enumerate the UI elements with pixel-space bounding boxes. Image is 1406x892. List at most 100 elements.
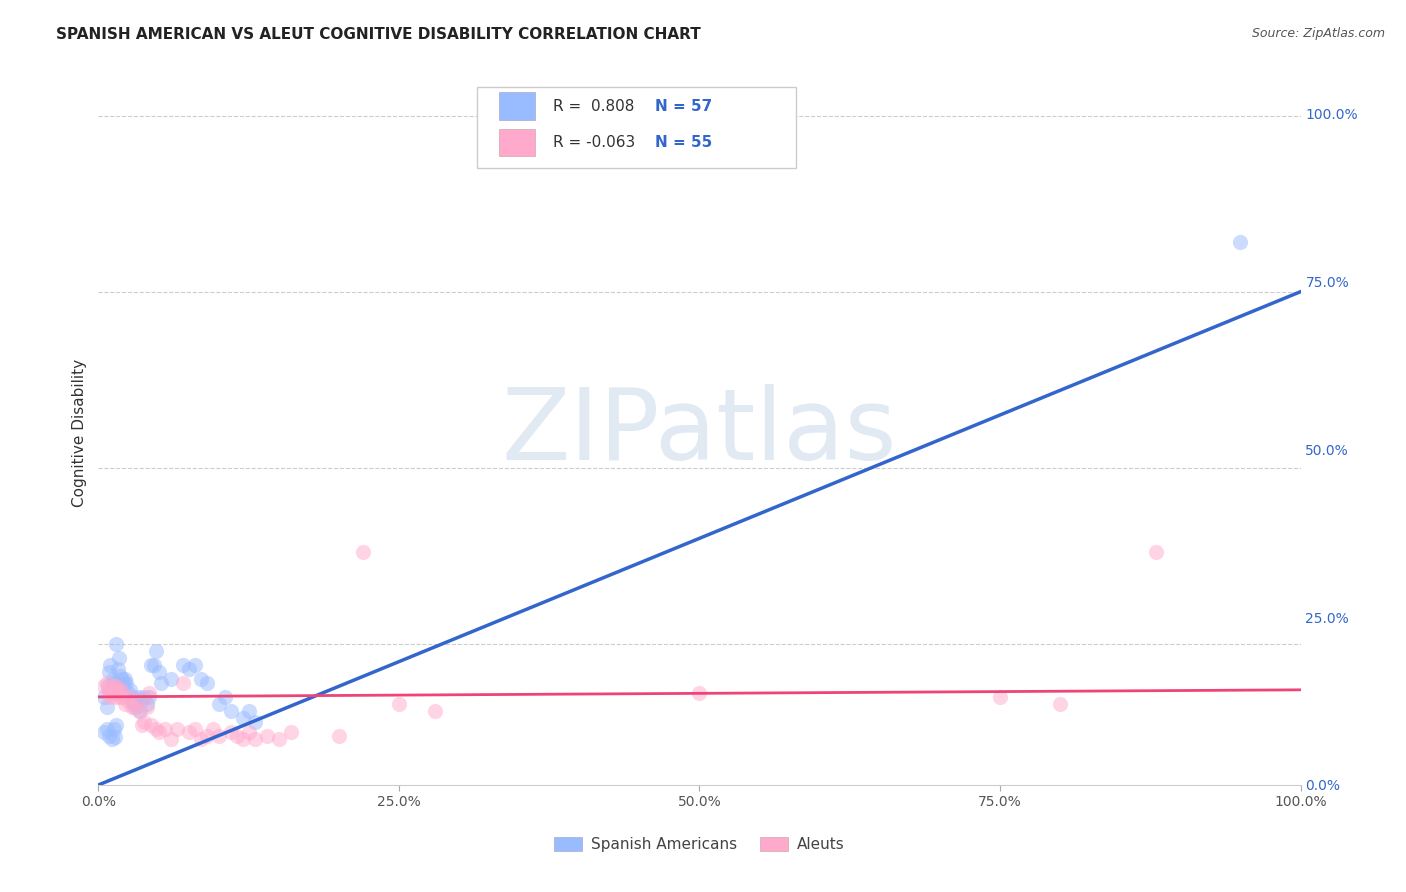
FancyBboxPatch shape (477, 87, 796, 169)
Point (135, 697, 157, 711)
Point (105, 637, 128, 651)
Point (1049, 697, 1071, 711)
Point (243, 714, 266, 729)
Text: ZIPatlas: ZIPatlas (502, 384, 897, 481)
Point (93, 725, 115, 739)
Point (159, 673, 181, 687)
Point (108, 651, 131, 665)
Point (141, 658, 163, 673)
Point (177, 662, 200, 676)
Point (100, 658, 122, 673)
Text: Source: ZipAtlas.com: Source: ZipAtlas.com (1251, 27, 1385, 40)
Point (104, 690, 127, 704)
Point (110, 682, 132, 697)
Point (104, 730, 127, 744)
Point (97, 679, 120, 693)
Point (121, 690, 143, 704)
Point (108, 686, 131, 700)
Point (166, 722, 188, 736)
Point (208, 697, 231, 711)
Point (352, 545, 374, 559)
Point (114, 697, 136, 711)
Point (423, 704, 446, 718)
Point (1144, 545, 1167, 559)
Point (256, 729, 278, 743)
FancyBboxPatch shape (499, 128, 534, 156)
Point (96, 675, 118, 690)
Point (141, 718, 163, 732)
Point (112, 675, 135, 690)
Point (159, 732, 181, 747)
Point (125, 693, 148, 707)
Text: N = 55: N = 55 (655, 135, 713, 150)
Point (267, 732, 290, 747)
Point (138, 690, 160, 704)
Point (388, 697, 411, 711)
Point (98, 729, 121, 743)
Point (132, 690, 155, 704)
FancyBboxPatch shape (499, 92, 534, 120)
Point (105, 679, 128, 693)
Point (190, 732, 212, 747)
Point (238, 725, 260, 739)
Point (96, 700, 118, 714)
Point (98, 665, 121, 680)
Point (145, 722, 167, 736)
Point (107, 682, 129, 697)
Point (201, 722, 224, 736)
Point (149, 675, 172, 690)
Point (122, 693, 145, 707)
Point (93, 679, 115, 693)
Point (131, 693, 153, 707)
Point (148, 725, 170, 739)
Point (1229, 235, 1251, 250)
Point (110, 679, 132, 693)
Point (148, 665, 170, 680)
Point (115, 675, 138, 690)
Point (232, 711, 254, 725)
Point (128, 690, 150, 704)
Point (177, 725, 200, 739)
Point (124, 697, 146, 711)
Legend: Spanish Americans, Aleuts: Spanish Americans, Aleuts (548, 830, 851, 858)
Point (98, 690, 121, 704)
Point (101, 679, 124, 693)
Point (219, 704, 242, 718)
Point (172, 658, 194, 673)
Point (135, 700, 157, 714)
Point (100, 682, 122, 697)
Point (142, 658, 165, 673)
Point (214, 690, 236, 704)
Point (145, 644, 167, 658)
Point (232, 732, 254, 747)
Point (118, 682, 141, 697)
Point (108, 690, 131, 704)
Text: R =  0.808: R = 0.808 (553, 98, 634, 113)
Point (120, 693, 142, 707)
Point (96, 722, 118, 736)
Text: R = -0.063: R = -0.063 (553, 135, 636, 150)
Point (238, 704, 260, 718)
Point (219, 725, 242, 739)
Point (688, 686, 710, 700)
Point (190, 673, 212, 687)
Point (195, 729, 218, 743)
Point (129, 704, 152, 718)
Point (100, 732, 122, 747)
Point (225, 729, 247, 743)
Point (100, 682, 122, 697)
Y-axis label: Cognitive Disability: Cognitive Disability (72, 359, 87, 507)
Point (125, 693, 148, 707)
Point (153, 722, 176, 736)
Point (103, 675, 125, 690)
Point (108, 669, 131, 683)
Point (111, 673, 134, 687)
Point (243, 732, 266, 747)
Point (103, 686, 125, 700)
Point (124, 700, 146, 714)
Point (107, 662, 129, 676)
Point (195, 675, 218, 690)
Point (103, 722, 125, 736)
Point (100, 686, 122, 700)
Point (208, 729, 231, 743)
